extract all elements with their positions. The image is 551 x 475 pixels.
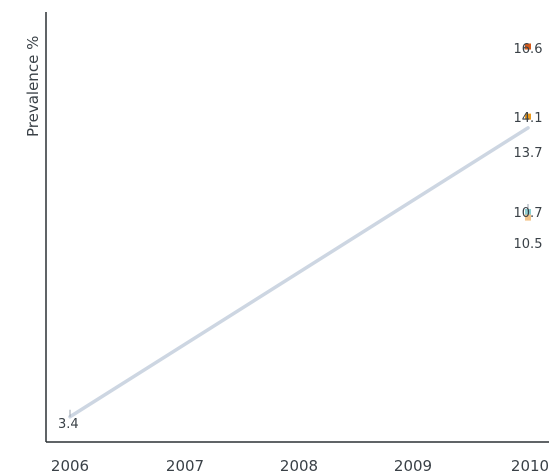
data-label-16.6: 16.6 bbox=[514, 42, 543, 57]
data-label-10.7: 10.7 bbox=[514, 206, 543, 221]
x-tick-label-2009: 2009 bbox=[394, 457, 432, 475]
series-line-main bbox=[70, 128, 528, 417]
data-labels: 3.4 13.7 16.6 14.1 10.7 10.5 bbox=[58, 42, 542, 432]
x-tick-labels: 2006 2007 2008 2009 2010 bbox=[51, 457, 549, 475]
data-label-3.4: 3.4 bbox=[58, 417, 79, 432]
x-tick-label-2010: 2010 bbox=[511, 457, 549, 475]
x-tick-label-2007: 2007 bbox=[166, 457, 204, 475]
data-label-10.5: 10.5 bbox=[514, 237, 543, 252]
axes bbox=[46, 12, 549, 442]
data-label-14.1: 14.1 bbox=[514, 111, 543, 126]
y-axis-title: Prevalence % bbox=[24, 36, 42, 137]
x-tick-label-2006: 2006 bbox=[51, 457, 89, 475]
x-tick-label-2008: 2008 bbox=[280, 457, 318, 475]
series-layer bbox=[70, 43, 531, 416]
data-label-13.7: 13.7 bbox=[514, 146, 543, 161]
